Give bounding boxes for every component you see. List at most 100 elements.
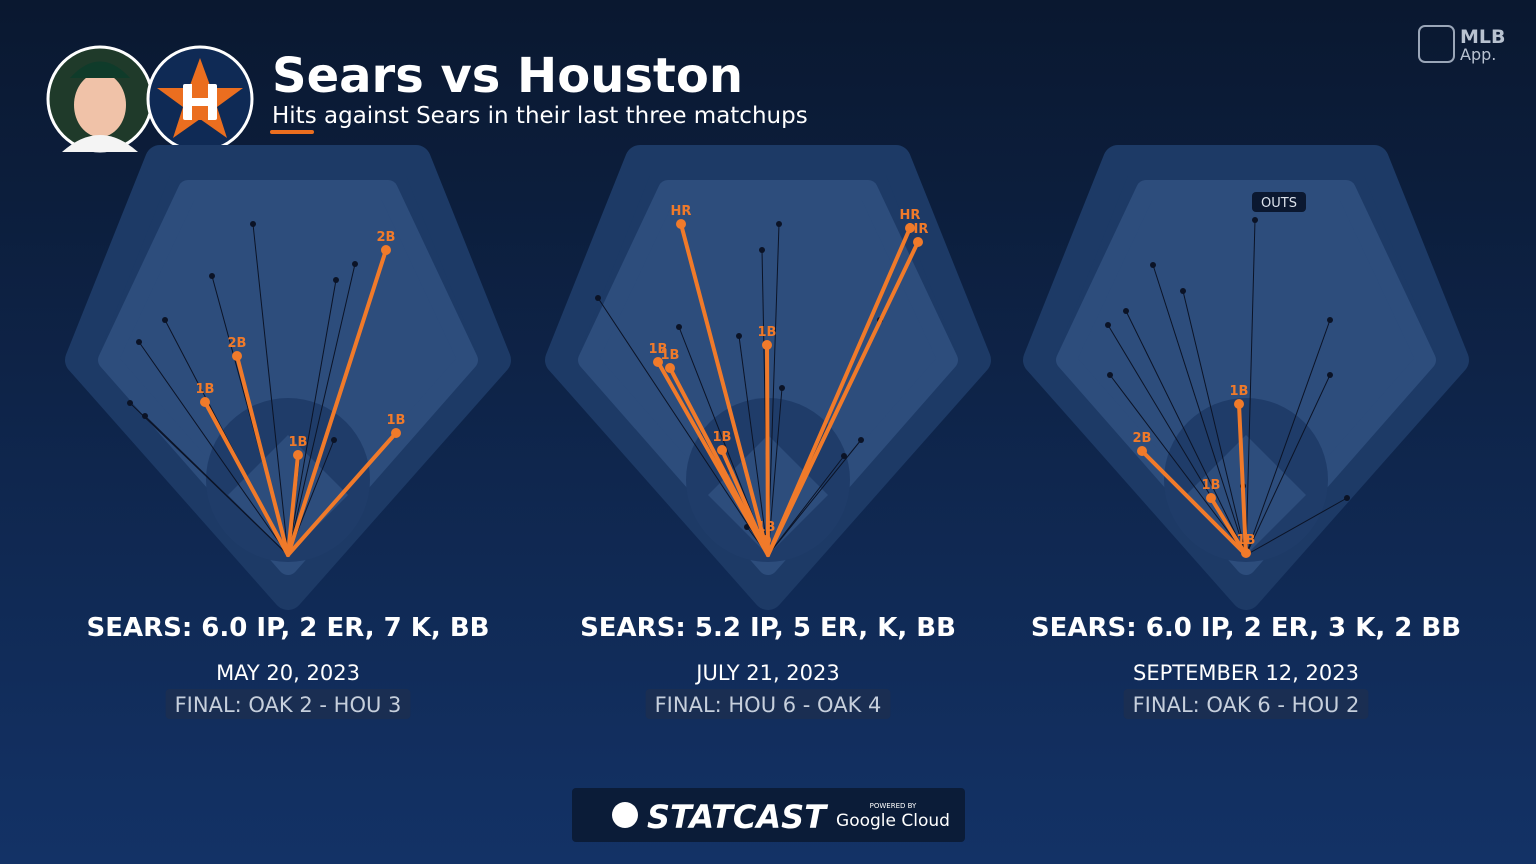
out-dot xyxy=(759,247,765,253)
subtitle: Hits against Sears in their last three m… xyxy=(272,103,808,129)
hit-line xyxy=(203,400,290,557)
hit-label: 1B xyxy=(713,430,732,445)
out-line xyxy=(1245,219,1256,556)
out-dot xyxy=(1327,372,1333,378)
final-badge xyxy=(1123,689,1369,719)
player-face xyxy=(74,73,126,137)
hit-line xyxy=(766,226,912,557)
out-line xyxy=(767,223,780,556)
out-dot xyxy=(595,295,601,301)
hit-dot xyxy=(905,223,915,233)
hit-label: HR xyxy=(908,222,929,237)
out-dot xyxy=(333,277,339,283)
footer-icon xyxy=(612,802,638,828)
out-dot xyxy=(209,273,215,279)
out-dot xyxy=(779,385,785,391)
out-dot xyxy=(331,437,337,443)
out-dot xyxy=(127,400,133,406)
out-line xyxy=(738,335,769,556)
stat-line: SEARS: 5.2 IP, 5 ER, K, BB xyxy=(580,613,956,643)
hit-line xyxy=(286,453,300,557)
hit-line xyxy=(235,354,290,557)
out-dot xyxy=(1344,495,1350,501)
outs-badge xyxy=(1252,192,1306,212)
hit-dot xyxy=(1241,548,1251,558)
hit-dot xyxy=(391,428,401,438)
out-dot xyxy=(1105,322,1111,328)
mlb-logo xyxy=(1418,25,1455,63)
game-date: JULY 21, 2023 xyxy=(694,661,840,685)
hit-dot xyxy=(762,340,772,350)
hit-label: 1B xyxy=(289,435,308,450)
out-line xyxy=(287,279,337,556)
hit-label: 1B xyxy=(1202,478,1221,493)
hit-label: 1B xyxy=(661,348,680,363)
team-h-gap xyxy=(192,84,208,98)
hit-line xyxy=(679,222,770,557)
out-dot xyxy=(142,413,148,419)
player-jersey xyxy=(62,135,138,152)
out-line xyxy=(1245,374,1331,556)
hit-dot xyxy=(653,357,663,367)
final-badge xyxy=(645,689,891,719)
footer-partner: Google Cloud xyxy=(836,811,950,831)
hit-dot xyxy=(381,245,391,255)
hit-label: HR xyxy=(671,204,692,219)
mlb-sub: App. xyxy=(1460,45,1496,64)
team-h-gap xyxy=(192,106,208,120)
game-date: MAY 20, 2023 xyxy=(216,661,360,685)
hit-label: 1B xyxy=(387,413,406,428)
hit-dot xyxy=(913,237,923,247)
out-dot xyxy=(352,261,358,267)
out-dot xyxy=(1180,288,1186,294)
out-line xyxy=(597,297,769,556)
hit-line xyxy=(1209,496,1248,557)
footer-brand: STATCAST xyxy=(647,798,828,836)
hit-label: 1B xyxy=(758,325,777,340)
out-dot xyxy=(1327,317,1333,323)
out-dot xyxy=(250,221,256,227)
out-line xyxy=(767,455,845,556)
mlb-name: MLB xyxy=(1460,26,1506,48)
hit-line xyxy=(286,248,388,557)
out-dot xyxy=(162,317,168,323)
hit-label: 1B xyxy=(649,342,668,357)
hit-label: 2B xyxy=(377,230,396,245)
hit-label: 2B xyxy=(228,336,247,351)
out-dot xyxy=(776,221,782,227)
out-dot xyxy=(1150,262,1156,268)
stat-line: SEARS: 6.0 IP, 2 ER, 7 K, BB xyxy=(87,613,490,643)
out-line xyxy=(287,263,356,556)
field xyxy=(98,180,478,575)
out-dot xyxy=(676,324,682,330)
hit-label: 2B xyxy=(1133,431,1152,446)
accent xyxy=(270,130,314,134)
hit-dot xyxy=(1234,399,1244,409)
final-score: FINAL: OAK 2 - HOU 3 xyxy=(175,693,402,717)
hit-line xyxy=(766,240,920,557)
game-date: SEPTEMBER 12, 2023 xyxy=(1133,661,1359,685)
hit-line xyxy=(1140,449,1248,557)
out-dot xyxy=(136,339,142,345)
out-line xyxy=(1245,319,1331,556)
stat-line: SEARS: 6.0 IP, 2 ER, 3 K, 2 BB xyxy=(1031,613,1461,643)
out-line xyxy=(1182,290,1247,556)
hit-dot xyxy=(200,397,210,407)
hit-label: 1B xyxy=(196,382,215,397)
out-dot xyxy=(1107,372,1113,378)
out-line xyxy=(1245,497,1348,556)
out-line xyxy=(1152,264,1247,556)
out-dot xyxy=(1123,308,1129,314)
hit-dot xyxy=(1137,446,1147,456)
team-h xyxy=(183,84,217,120)
hit-line xyxy=(668,366,770,557)
field xyxy=(1056,180,1436,575)
hit-dot xyxy=(761,535,771,545)
out-dot xyxy=(744,524,750,530)
hit-label: 1B xyxy=(757,520,776,535)
out-dot xyxy=(841,453,847,459)
hit-label: HR xyxy=(900,208,921,223)
footer-powered: POWERED BY xyxy=(870,802,917,810)
out-dot xyxy=(858,437,864,443)
